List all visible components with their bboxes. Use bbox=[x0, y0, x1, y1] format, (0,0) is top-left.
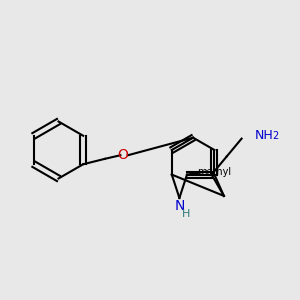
Text: H: H bbox=[182, 208, 190, 219]
Text: N: N bbox=[174, 199, 184, 212]
Text: O: O bbox=[117, 148, 128, 162]
Text: NH: NH bbox=[255, 129, 274, 142]
Text: 2: 2 bbox=[272, 130, 279, 141]
Text: methyl: methyl bbox=[197, 167, 231, 177]
